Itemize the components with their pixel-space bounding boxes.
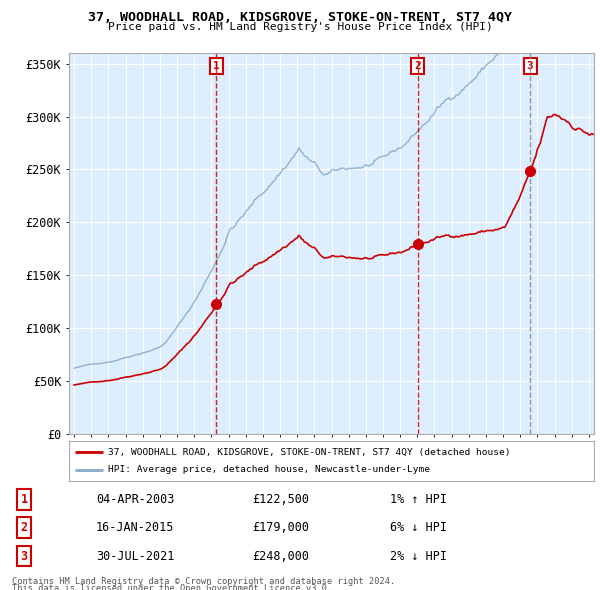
- Text: 1% ↑ HPI: 1% ↑ HPI: [390, 493, 447, 506]
- Text: Contains HM Land Registry data © Crown copyright and database right 2024.: Contains HM Land Registry data © Crown c…: [12, 577, 395, 586]
- Text: 1: 1: [212, 61, 220, 71]
- Text: £122,500: £122,500: [252, 493, 309, 506]
- Text: 30-JUL-2021: 30-JUL-2021: [96, 549, 175, 562]
- Text: £248,000: £248,000: [252, 549, 309, 562]
- Text: This data is licensed under the Open Government Licence v3.0.: This data is licensed under the Open Gov…: [12, 584, 332, 590]
- Text: HPI: Average price, detached house, Newcastle-under-Lyme: HPI: Average price, detached house, Newc…: [109, 465, 430, 474]
- Text: 6% ↓ HPI: 6% ↓ HPI: [390, 521, 447, 534]
- Text: 37, WOODHALL ROAD, KIDSGROVE, STOKE-ON-TRENT, ST7 4QY (detached house): 37, WOODHALL ROAD, KIDSGROVE, STOKE-ON-T…: [109, 447, 511, 457]
- Text: 1: 1: [20, 493, 28, 506]
- Text: 3: 3: [20, 549, 28, 562]
- Text: 04-APR-2003: 04-APR-2003: [96, 493, 175, 506]
- Text: 16-JAN-2015: 16-JAN-2015: [96, 521, 175, 534]
- Text: £179,000: £179,000: [252, 521, 309, 534]
- Text: 2: 2: [415, 61, 421, 71]
- Text: Price paid vs. HM Land Registry's House Price Index (HPI): Price paid vs. HM Land Registry's House …: [107, 22, 493, 32]
- Text: 37, WOODHALL ROAD, KIDSGROVE, STOKE-ON-TRENT, ST7 4QY: 37, WOODHALL ROAD, KIDSGROVE, STOKE-ON-T…: [88, 11, 512, 24]
- Text: 2% ↓ HPI: 2% ↓ HPI: [390, 549, 447, 562]
- Text: 2: 2: [20, 521, 28, 534]
- Text: 3: 3: [527, 61, 533, 71]
